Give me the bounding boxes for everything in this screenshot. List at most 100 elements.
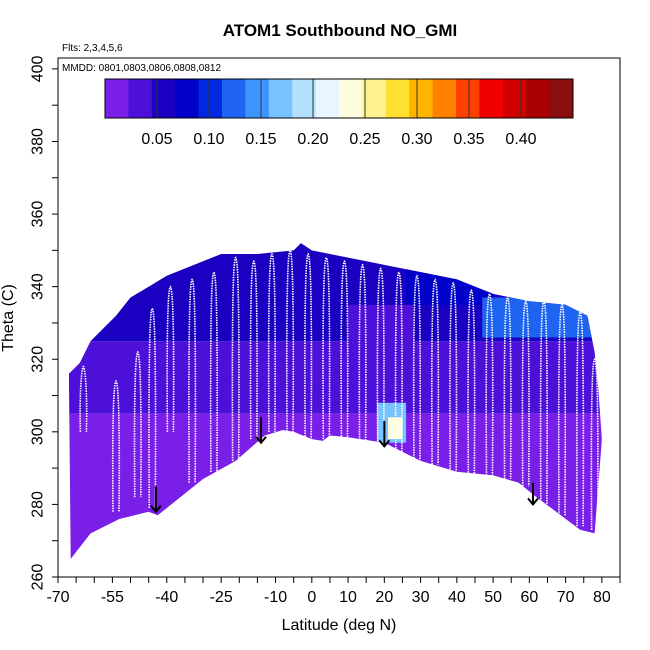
colorbar-tick-label-7: 0.40	[505, 131, 536, 148]
flight-profile-25	[557, 303, 567, 516]
colorbar-cell-5	[222, 79, 246, 118]
flight-profile-11	[304, 252, 313, 440]
x-tick-label-7: 20	[375, 589, 393, 606]
colorbar-tick-label-1: 0.10	[193, 131, 224, 148]
flight-profile-8	[249, 260, 258, 440]
plot-area	[68, 243, 602, 559]
flight-profiles	[79, 249, 599, 530]
arrows	[150, 417, 539, 514]
colorbar-cell-17	[502, 79, 527, 118]
flight-profile-2	[133, 350, 142, 498]
x-tick-label-0: -70	[46, 589, 69, 606]
arrow-0	[150, 486, 162, 514]
colorbar-cell-14	[432, 79, 457, 118]
colorbar-cell-18	[526, 79, 551, 118]
flight-profile-13	[340, 260, 349, 440]
flights-annotation: Flts: 2,3,4,5,6	[62, 43, 123, 54]
arrow-3	[527, 482, 539, 506]
colorbar-cell-6	[245, 79, 270, 118]
flight-profile-16	[394, 270, 403, 454]
flight-profile-21	[485, 292, 494, 476]
heatmap-region-3	[348, 304, 414, 352]
x-axis-label: Latitude (deg N)	[282, 617, 397, 634]
colorbar-cell-8	[292, 79, 317, 118]
flight-profile-10	[285, 249, 295, 432]
flight-profile-22	[503, 296, 512, 480]
x-tick-label-1: -55	[101, 589, 124, 606]
x-tick-label-5: 0	[307, 589, 316, 606]
colorbar-cell-1	[128, 79, 153, 118]
arrow-1	[255, 417, 267, 445]
colorbar-cell-4	[198, 79, 223, 118]
x-tick-label-12: 70	[557, 589, 575, 606]
y-tick-label-6: 380	[30, 128, 47, 155]
x-tick-label-8: 30	[412, 589, 430, 606]
flight-profile-19	[449, 281, 458, 472]
flight-profile-15	[376, 267, 385, 447]
colorbar-cell-19	[549, 79, 574, 118]
colorbar-tick-label-4: 0.25	[349, 131, 380, 148]
y-axis: 260 280 300 320 340 360 380 400	[30, 55, 58, 591]
y-tick-label-7: 400	[30, 55, 47, 82]
flight-profile-6	[209, 270, 218, 472]
colorbar-frame	[104, 78, 574, 119]
x-tick-label-3: -25	[210, 589, 233, 606]
y-tick-label-4: 340	[30, 273, 47, 300]
colorbar-tick-label-3: 0.20	[297, 131, 328, 148]
heatmap-region-5	[482, 297, 595, 338]
flight-profile-3	[148, 307, 157, 509]
colorbar-cell-13	[409, 79, 434, 118]
colorbar-cell-16	[479, 79, 504, 118]
x-tick-label-10: 50	[484, 589, 502, 606]
colorbar-tick-label-6: 0.35	[453, 131, 484, 148]
colorbar-tick-label-5: 0.30	[401, 131, 432, 148]
colorbar-tick-label-2: 0.15	[245, 131, 276, 148]
heatmap-region-1	[68, 341, 602, 414]
chart-title: ATOM1 Southbound NO_GMI	[223, 21, 458, 40]
colorbar-cell-10	[339, 79, 363, 118]
flight-profile-26	[576, 310, 585, 527]
colorbar-cell-0	[105, 79, 129, 118]
colorbar: 0.05 0.10 0.15 0.20 0.25 0.30 0.35 0.40	[104, 78, 574, 148]
arrow-2	[378, 420, 391, 448]
x-tick-label-4: -10	[264, 589, 287, 606]
colorbar-cell-11	[362, 79, 387, 118]
colorbar-tick-label-0: 0.05	[141, 131, 172, 148]
y-tick-label-2: 300	[30, 418, 47, 445]
flight-profile-0	[79, 365, 88, 432]
x-tick-label-2: -40	[155, 589, 178, 606]
flight-profile-7	[231, 256, 240, 461]
colorbar-cell-9	[315, 79, 340, 118]
y-tick-label-5: 360	[30, 201, 47, 228]
flight-profile-24	[539, 300, 548, 505]
flight-profile-12	[322, 256, 331, 440]
x-axis: -70 -55 -40 -25 -10 0 10 20 30 40 50 60 70 80	[46, 577, 621, 606]
colorbar-cell-2	[151, 79, 176, 118]
y-tick-label-3: 320	[30, 346, 47, 373]
x-tick-label-6: 10	[339, 589, 357, 606]
flight-profile-17	[412, 274, 422, 461]
plot-frame	[57, 57, 621, 578]
x-tick-label-13: 80	[593, 589, 611, 606]
y-axis-label: Theta (C)	[0, 284, 17, 352]
flight-profile-9	[267, 252, 276, 432]
flight-profile-18	[431, 278, 440, 465]
flight-profile-20	[467, 289, 476, 476]
flight-profile-14	[358, 263, 367, 443]
colorbar-cell-12	[385, 79, 410, 118]
x-tick-label-11: 60	[520, 589, 538, 606]
flight-profile-4	[166, 285, 175, 432]
x-tick-label-9: 40	[448, 589, 466, 606]
heatmap-fill	[68, 243, 602, 559]
colorbar-cell-3	[175, 79, 200, 118]
y-tick-label-0: 260	[30, 564, 47, 591]
colorbar-cell-15	[456, 79, 480, 118]
flight-profile-1	[111, 379, 121, 512]
y-tick-label-1: 280	[30, 491, 47, 518]
dates-annotation: MMDD: 0801,0803,0806,0808,0812	[62, 63, 221, 74]
colorbar-cell-7	[268, 79, 293, 118]
flight-profile-5	[188, 278, 197, 483]
flight-profile-27	[590, 358, 599, 530]
heatmap-region-4	[406, 268, 494, 305]
